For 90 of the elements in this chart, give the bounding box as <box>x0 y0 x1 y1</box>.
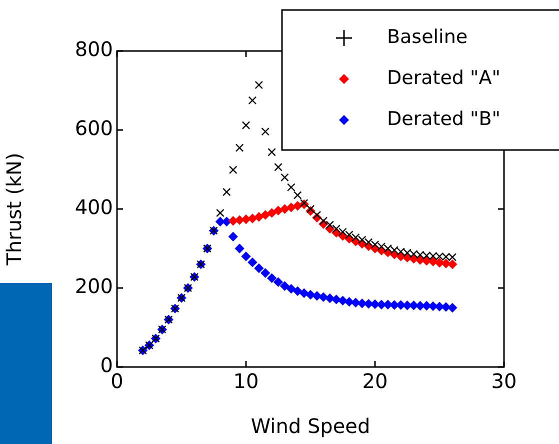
point <box>299 288 309 298</box>
point <box>370 300 380 309</box>
point <box>442 252 450 261</box>
point <box>428 302 438 311</box>
point <box>306 204 315 214</box>
point <box>448 253 457 262</box>
point <box>248 214 258 224</box>
point <box>396 300 406 310</box>
point <box>306 290 316 300</box>
point <box>332 224 340 233</box>
point <box>364 299 374 308</box>
point <box>312 291 322 300</box>
point <box>248 96 257 105</box>
point <box>377 242 386 251</box>
point <box>260 268 270 278</box>
point <box>242 121 250 130</box>
point <box>396 248 405 256</box>
point <box>364 238 373 246</box>
point <box>422 251 431 260</box>
point <box>312 210 322 220</box>
point <box>352 233 360 242</box>
x-tick-label: 20 <box>362 369 388 394</box>
point <box>448 260 457 269</box>
point <box>280 173 289 182</box>
point <box>326 220 334 229</box>
point <box>248 258 258 267</box>
point <box>286 202 296 212</box>
point <box>435 252 444 261</box>
point <box>241 214 251 224</box>
point <box>434 302 444 312</box>
legend-label: Derated "A" <box>387 66 500 89</box>
point <box>254 264 264 273</box>
point <box>254 212 264 222</box>
point <box>267 208 276 218</box>
point <box>384 244 392 253</box>
point <box>434 258 444 268</box>
point <box>274 277 283 287</box>
point <box>370 240 380 249</box>
point <box>280 204 290 214</box>
point <box>293 286 302 296</box>
point <box>274 206 283 216</box>
point <box>448 303 457 312</box>
point <box>234 244 244 254</box>
point <box>261 127 270 136</box>
y-tick-label: 200 <box>74 274 113 298</box>
point <box>345 230 354 239</box>
point <box>383 300 392 310</box>
point <box>280 281 290 291</box>
point <box>390 246 398 254</box>
x-tick-label: 30 <box>491 369 517 394</box>
y-tick-label: 800 <box>74 37 113 62</box>
legend-label: Derated "B" <box>387 108 501 130</box>
point <box>410 250 418 258</box>
point <box>254 80 264 90</box>
point <box>228 216 238 226</box>
y-axis-title: Thrust (kN) <box>2 152 26 266</box>
point <box>358 298 367 308</box>
point <box>235 144 244 152</box>
point <box>241 252 251 261</box>
legend-label: Baseline <box>387 26 468 48</box>
point <box>268 148 276 156</box>
x-tick-label: 10 <box>233 369 259 394</box>
point <box>319 216 328 225</box>
point <box>390 300 399 310</box>
point <box>293 191 302 200</box>
point <box>338 296 348 306</box>
point <box>274 162 282 172</box>
point <box>325 294 334 303</box>
point <box>222 217 232 226</box>
point <box>222 188 231 196</box>
point <box>228 166 238 174</box>
point <box>260 210 270 220</box>
point <box>318 292 328 302</box>
y-tick-label: 600 <box>74 116 113 140</box>
y-tick-label: 400 <box>74 195 113 220</box>
point <box>403 248 412 257</box>
point <box>228 232 238 242</box>
point <box>286 284 296 294</box>
point <box>358 236 366 244</box>
point <box>332 294 341 304</box>
point <box>428 252 438 260</box>
point <box>287 183 296 192</box>
point <box>338 228 347 236</box>
point <box>351 298 360 308</box>
point <box>267 274 276 283</box>
y-tick-label: 0 <box>100 353 113 378</box>
point <box>416 250 424 259</box>
point <box>216 208 224 218</box>
point <box>293 201 302 210</box>
x-axis-title: Wind Speed <box>250 414 370 438</box>
